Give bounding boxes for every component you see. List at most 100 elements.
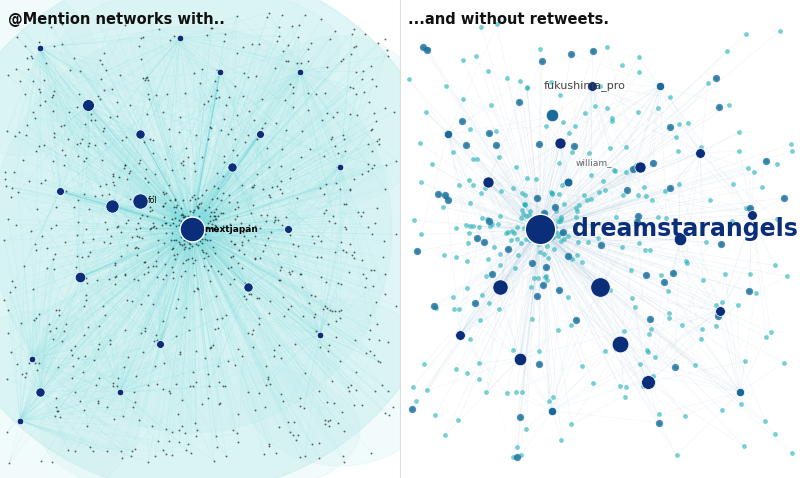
Point <box>205 262 218 270</box>
Point <box>534 225 546 232</box>
Point <box>66 374 78 382</box>
Point <box>473 223 486 230</box>
Point <box>421 387 434 394</box>
Point <box>535 236 548 243</box>
Point <box>417 43 430 51</box>
Point <box>0 237 10 244</box>
Point <box>238 293 250 300</box>
Point <box>513 98 526 106</box>
Point <box>111 222 124 230</box>
Point <box>286 22 298 30</box>
Point <box>4 289 17 296</box>
Point <box>308 313 321 321</box>
Point <box>22 359 35 367</box>
Point <box>551 232 564 239</box>
Point <box>475 214 488 222</box>
Point <box>190 217 202 225</box>
Point <box>258 120 271 127</box>
Point <box>187 226 200 234</box>
Point <box>231 152 244 159</box>
Point <box>554 92 566 99</box>
Point <box>49 325 62 332</box>
Point <box>731 301 744 309</box>
Point <box>156 202 169 210</box>
Point <box>370 321 383 328</box>
Point <box>347 401 360 409</box>
Point <box>188 287 201 294</box>
Point <box>541 230 554 238</box>
Point <box>253 314 266 322</box>
Point <box>290 436 302 444</box>
Point <box>143 225 156 233</box>
Point <box>188 206 201 214</box>
Point <box>342 383 354 391</box>
Point <box>78 407 91 414</box>
Point <box>164 389 177 397</box>
Point <box>2 215 14 223</box>
Point <box>190 225 202 233</box>
Point <box>206 224 218 231</box>
Point <box>186 226 198 233</box>
Point <box>534 226 546 233</box>
Point <box>670 451 683 459</box>
Point <box>268 218 281 226</box>
Point <box>230 212 243 220</box>
Point <box>19 369 32 377</box>
Point <box>253 40 266 48</box>
Point <box>187 226 200 233</box>
Point <box>552 160 565 167</box>
Point <box>108 273 121 281</box>
Point <box>179 256 192 264</box>
Point <box>431 190 444 198</box>
Point <box>442 196 454 204</box>
Point <box>567 142 580 150</box>
Point <box>184 224 197 231</box>
Point <box>283 231 296 239</box>
Point <box>195 191 208 199</box>
Point <box>14 319 27 326</box>
Point <box>166 229 178 237</box>
Point <box>204 277 217 285</box>
Point <box>538 209 550 217</box>
Point <box>490 21 503 28</box>
Point <box>198 262 210 270</box>
Point <box>186 226 198 233</box>
Point <box>186 226 198 233</box>
Point <box>306 440 318 447</box>
Point <box>186 226 199 233</box>
Point <box>213 378 226 386</box>
Point <box>210 216 222 223</box>
Point <box>464 199 477 206</box>
Point <box>697 276 710 283</box>
Point <box>198 206 211 214</box>
Point <box>538 214 551 222</box>
Point <box>104 113 117 120</box>
Point <box>586 379 599 386</box>
Point <box>123 167 136 175</box>
Ellipse shape <box>240 299 440 466</box>
Point <box>769 430 782 437</box>
Point <box>158 219 171 227</box>
Point <box>186 226 198 233</box>
Point <box>211 325 224 332</box>
Point <box>333 357 346 364</box>
Point <box>87 356 100 363</box>
Point <box>78 191 90 198</box>
Point <box>673 180 686 188</box>
Point <box>525 224 538 231</box>
Point <box>196 218 209 226</box>
Point <box>174 233 187 241</box>
Point <box>270 449 282 456</box>
Text: william_: william_ <box>576 158 613 167</box>
Point <box>372 337 385 344</box>
Point <box>532 229 545 237</box>
Point <box>191 226 204 233</box>
Point <box>470 52 482 59</box>
Point <box>631 109 644 116</box>
Point <box>476 291 489 299</box>
Point <box>617 327 630 335</box>
Point <box>539 237 552 245</box>
Point <box>98 86 110 93</box>
Point <box>213 401 226 408</box>
Point <box>462 239 474 247</box>
